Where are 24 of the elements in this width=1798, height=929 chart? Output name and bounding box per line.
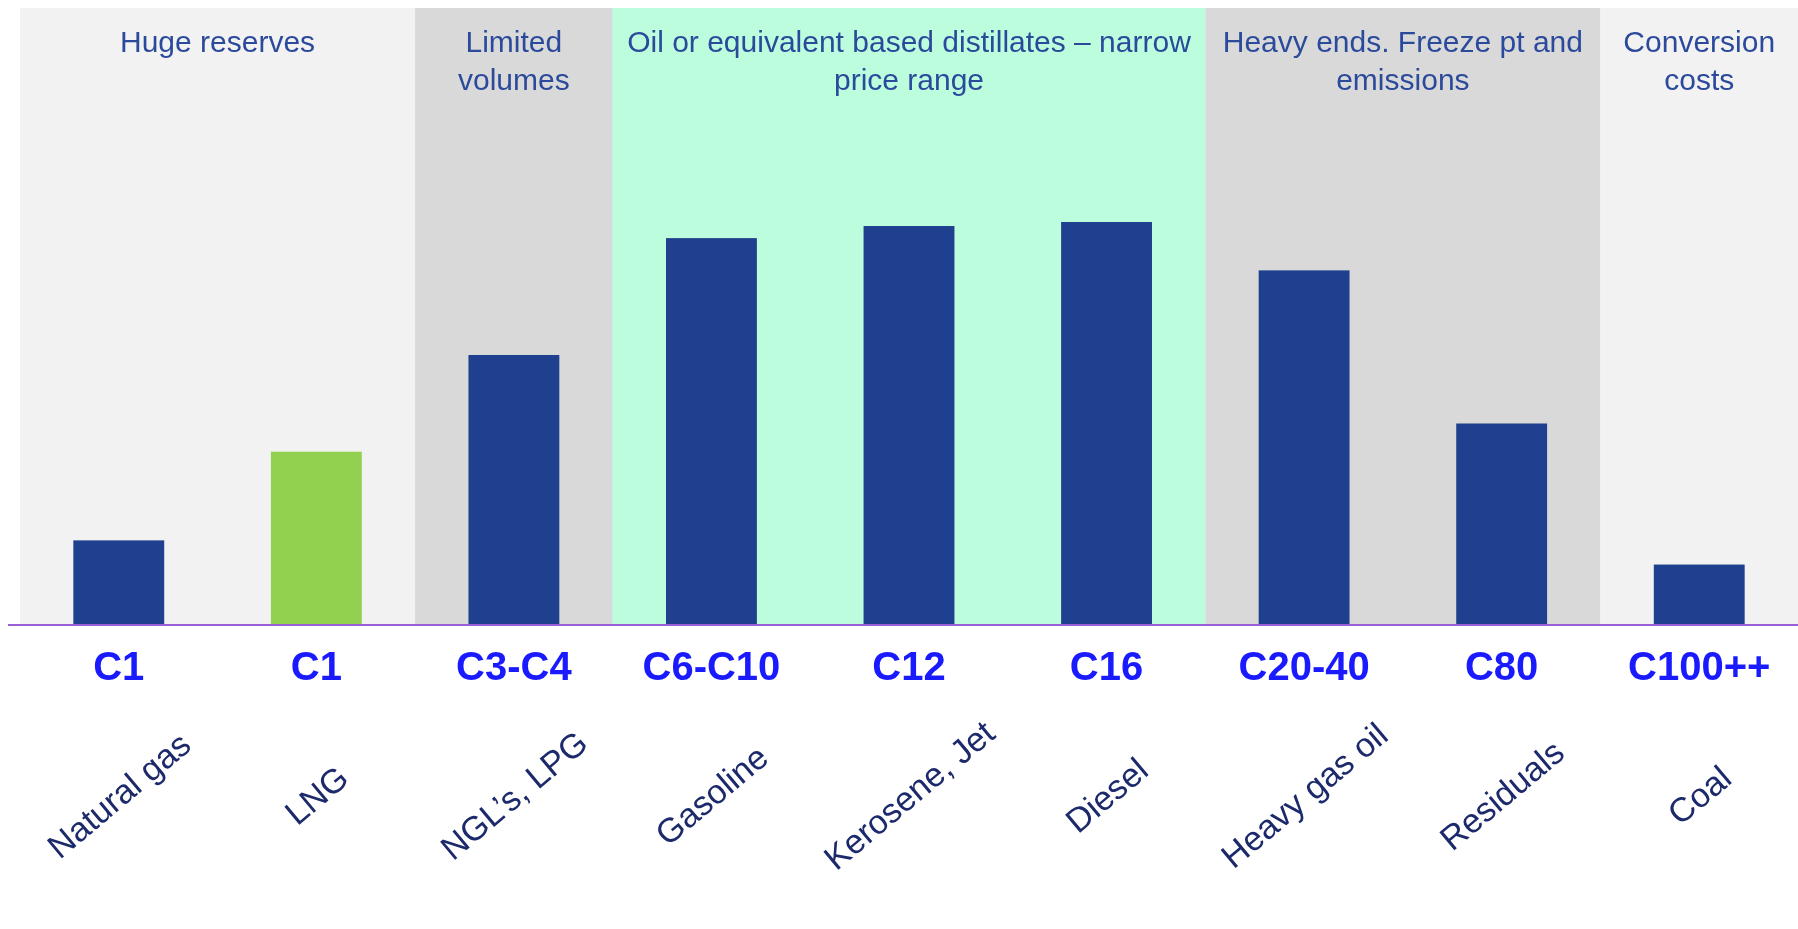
bar <box>863 226 955 625</box>
bar <box>1061 222 1152 625</box>
band-label: Conversion costs <box>1623 25 1776 96</box>
text: C20-40 <box>1238 644 1370 688</box>
bar <box>1258 270 1350 625</box>
text: C12 <box>872 644 946 688</box>
bar <box>1653 564 1745 625</box>
bar <box>468 354 560 625</box>
text: C1 <box>290 644 342 688</box>
text: C16 <box>1069 644 1144 688</box>
band-label: Oil or equivalent based distillates – narrow price range <box>627 25 1192 96</box>
text: C80 <box>1464 644 1539 688</box>
bar <box>73 540 165 625</box>
text: C1 <box>93 644 145 688</box>
text: C3-C4 <box>456 644 573 688</box>
bar <box>666 238 757 625</box>
bar <box>270 451 362 625</box>
bar <box>1456 423 1548 625</box>
band-label: Limited volumes <box>458 25 570 96</box>
band-label: Huge reserves <box>120 25 316 58</box>
x-tick-label: LNG <box>277 757 356 832</box>
text: C6-C10 <box>642 644 781 688</box>
text: C100++ <box>1628 644 1771 688</box>
band-label: Heavy ends. Freeze pt and emissions <box>1222 25 1583 96</box>
